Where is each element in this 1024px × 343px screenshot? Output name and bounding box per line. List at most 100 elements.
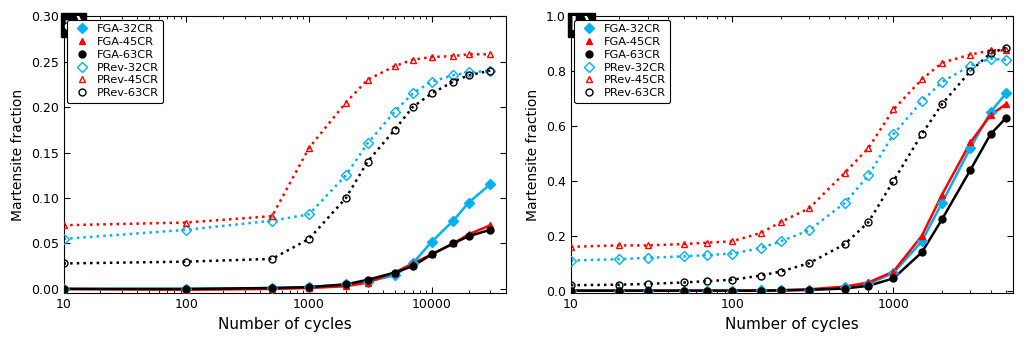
PRev-45CR bbox=[678, 242, 690, 246]
FGA-63CR bbox=[180, 287, 193, 291]
PRev-32CR bbox=[726, 252, 738, 256]
FGA-45CR bbox=[774, 288, 786, 292]
PRev-45CR bbox=[726, 239, 738, 243]
FGA-63CR bbox=[915, 250, 928, 255]
Line: PRev-45CR: PRev-45CR bbox=[60, 51, 494, 229]
FGA-32CR bbox=[936, 201, 948, 205]
FGA-45CR bbox=[389, 271, 401, 275]
FGA-32CR bbox=[407, 261, 419, 265]
Legend: FGA-32CR, FGA-45CR, FGA-63CR, PRev-32CR, PRev-45CR, PRev-63CR: FGA-32CR, FGA-45CR, FGA-63CR, PRev-32CR,… bbox=[574, 20, 671, 103]
Y-axis label: Martensite fraction: Martensite fraction bbox=[526, 89, 541, 221]
FGA-32CR bbox=[701, 289, 714, 293]
PRev-63CR bbox=[407, 105, 419, 109]
FGA-45CR bbox=[678, 289, 690, 293]
PRev-32CR bbox=[484, 69, 497, 73]
PRev-32CR bbox=[180, 228, 193, 232]
FGA-63CR bbox=[642, 289, 654, 293]
PRev-32CR bbox=[340, 173, 352, 177]
Line: FGA-45CR: FGA-45CR bbox=[567, 100, 1010, 294]
PRev-45CR bbox=[303, 146, 315, 150]
PRev-32CR bbox=[915, 99, 928, 103]
PRev-63CR bbox=[303, 237, 315, 241]
FGA-45CR bbox=[266, 287, 279, 291]
FGA-45CR bbox=[726, 289, 738, 293]
FGA-32CR bbox=[726, 289, 738, 293]
PRev-32CR bbox=[984, 57, 996, 61]
FGA-45CR bbox=[180, 288, 193, 292]
FGA-45CR bbox=[701, 289, 714, 293]
FGA-45CR bbox=[340, 284, 352, 288]
PRev-63CR bbox=[613, 283, 626, 287]
PRev-32CR bbox=[389, 109, 401, 114]
PRev-63CR bbox=[266, 257, 279, 261]
FGA-32CR bbox=[1000, 91, 1013, 95]
PRev-45CR bbox=[888, 107, 900, 111]
FGA-45CR bbox=[613, 289, 626, 293]
FGA-45CR bbox=[463, 232, 475, 236]
PRev-45CR bbox=[701, 240, 714, 245]
PRev-45CR bbox=[774, 220, 786, 224]
Line: PRev-32CR: PRev-32CR bbox=[60, 67, 494, 243]
PRev-45CR bbox=[613, 243, 626, 247]
PRev-32CR bbox=[888, 132, 900, 136]
FGA-32CR bbox=[678, 289, 690, 293]
PRev-32CR bbox=[755, 246, 767, 250]
PRev-63CR bbox=[426, 91, 438, 95]
Line: FGA-45CR: FGA-45CR bbox=[60, 222, 494, 293]
PRev-45CR bbox=[340, 100, 352, 105]
X-axis label: Number of cycles: Number of cycles bbox=[725, 317, 859, 332]
PRev-45CR bbox=[407, 58, 419, 62]
FGA-63CR bbox=[701, 289, 714, 293]
Line: PRev-32CR: PRev-32CR bbox=[567, 55, 1010, 264]
FGA-32CR bbox=[984, 110, 996, 114]
PRev-63CR bbox=[803, 261, 815, 265]
PRev-63CR bbox=[484, 69, 497, 73]
PRev-32CR bbox=[303, 212, 315, 216]
FGA-63CR bbox=[774, 288, 786, 293]
FGA-45CR bbox=[407, 261, 419, 265]
PRev-45CR bbox=[361, 78, 374, 82]
PRev-63CR bbox=[1000, 46, 1013, 50]
FGA-32CR bbox=[839, 285, 851, 289]
FGA-45CR bbox=[564, 289, 577, 293]
Text: a): a) bbox=[63, 16, 84, 34]
PRev-45CR bbox=[839, 170, 851, 175]
PRev-32CR bbox=[564, 259, 577, 263]
PRev-32CR bbox=[613, 257, 626, 261]
FGA-63CR bbox=[965, 168, 977, 172]
FGA-32CR bbox=[642, 289, 654, 293]
Line: FGA-32CR: FGA-32CR bbox=[60, 181, 494, 292]
FGA-63CR bbox=[361, 278, 374, 282]
PRev-32CR bbox=[803, 228, 815, 232]
FGA-63CR bbox=[888, 276, 900, 281]
PRev-32CR bbox=[463, 70, 475, 74]
FGA-32CR bbox=[266, 286, 279, 290]
FGA-45CR bbox=[984, 113, 996, 117]
FGA-32CR bbox=[755, 288, 767, 293]
PRev-45CR bbox=[389, 64, 401, 68]
PRev-63CR bbox=[57, 261, 70, 265]
PRev-63CR bbox=[180, 260, 193, 264]
Text: b): b) bbox=[570, 16, 592, 34]
PRev-63CR bbox=[340, 196, 352, 200]
FGA-63CR bbox=[303, 285, 315, 289]
PRev-63CR bbox=[642, 282, 654, 286]
PRev-63CR bbox=[463, 73, 475, 77]
PRev-45CR bbox=[447, 54, 460, 58]
PRev-32CR bbox=[965, 63, 977, 68]
FGA-63CR bbox=[447, 241, 460, 246]
FGA-32CR bbox=[303, 285, 315, 289]
PRev-32CR bbox=[407, 91, 419, 95]
Line: PRev-63CR: PRev-63CR bbox=[567, 44, 1010, 289]
PRev-45CR bbox=[642, 243, 654, 247]
FGA-63CR bbox=[726, 289, 738, 293]
PRev-45CR bbox=[755, 231, 767, 235]
FGA-45CR bbox=[755, 288, 767, 293]
FGA-32CR bbox=[484, 182, 497, 186]
PRev-63CR bbox=[774, 270, 786, 274]
FGA-45CR bbox=[862, 281, 874, 285]
FGA-63CR bbox=[862, 284, 874, 288]
FGA-32CR bbox=[965, 146, 977, 150]
FGA-32CR bbox=[340, 282, 352, 286]
FGA-63CR bbox=[463, 234, 475, 238]
